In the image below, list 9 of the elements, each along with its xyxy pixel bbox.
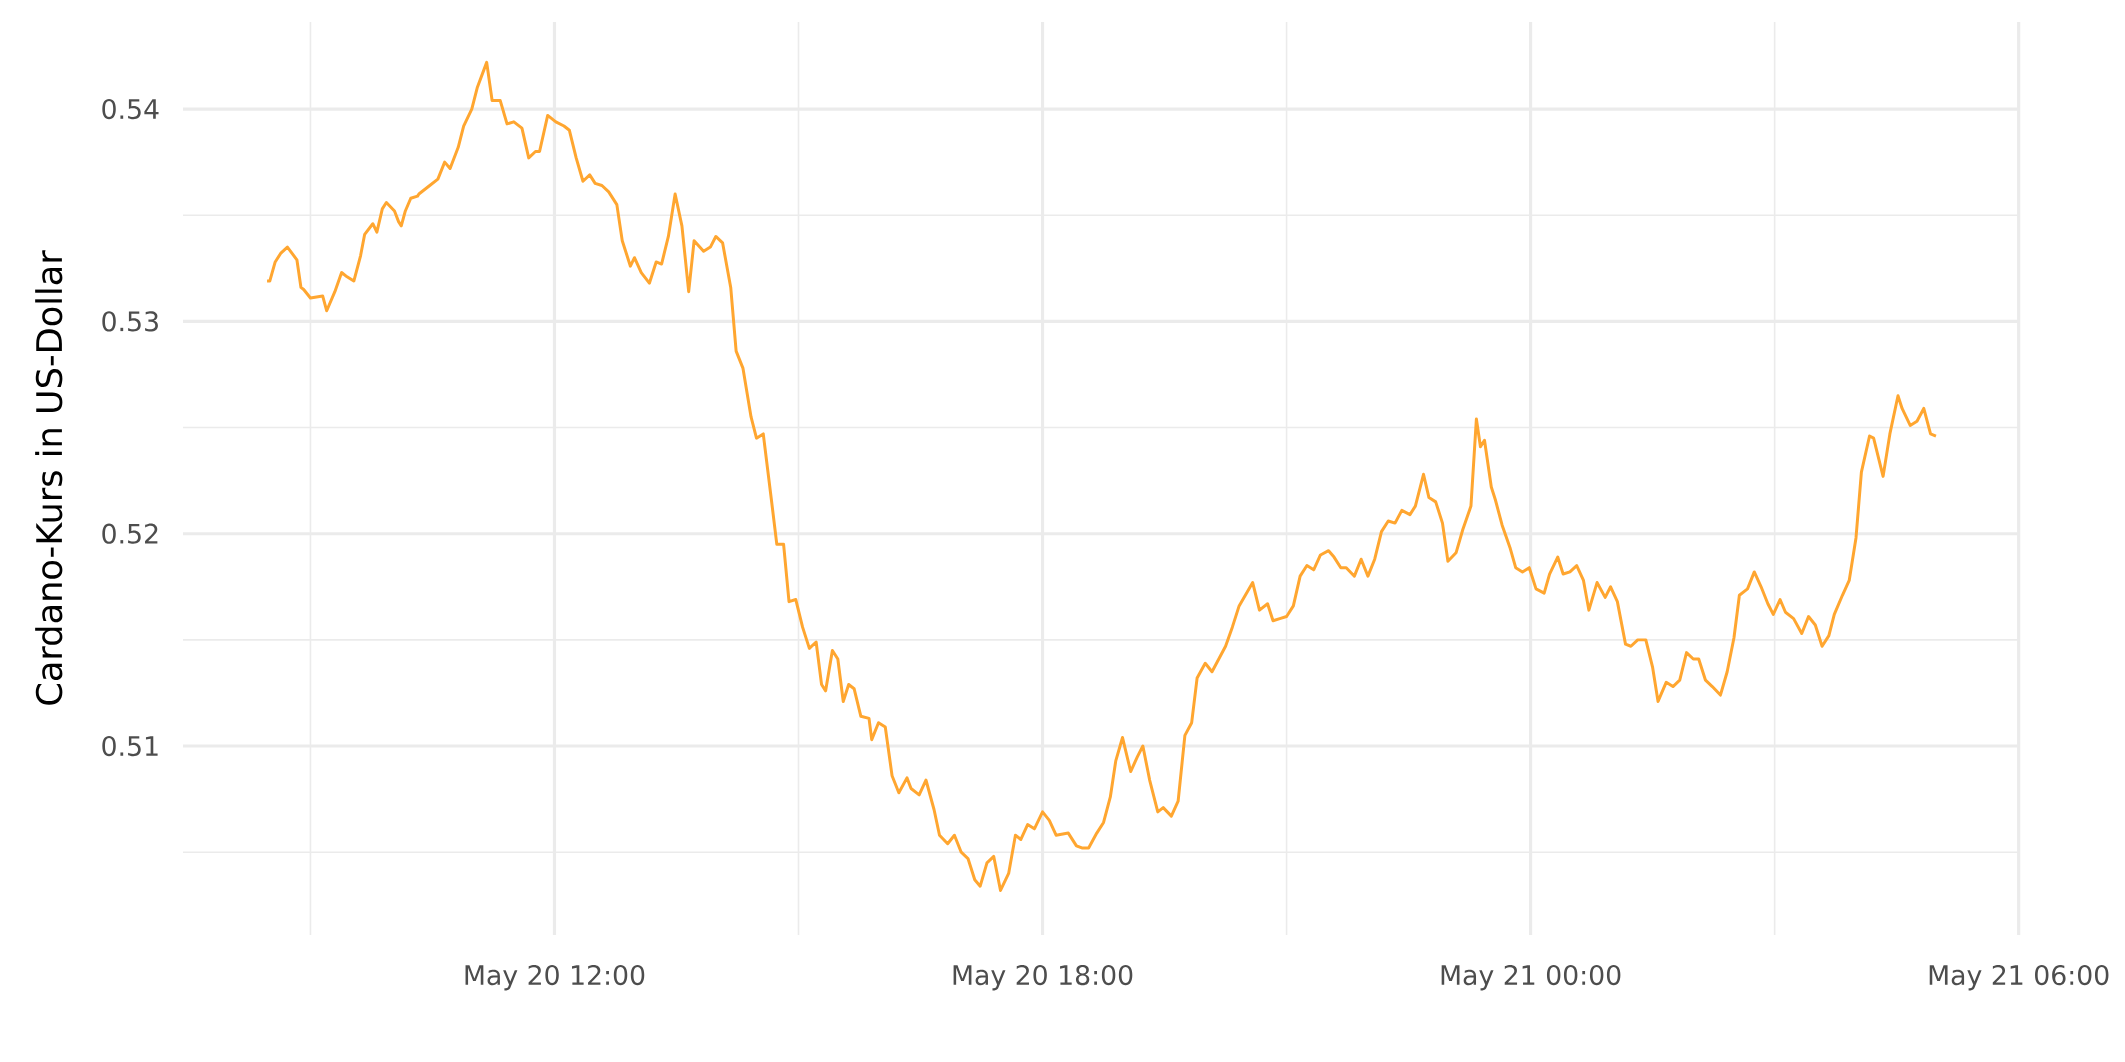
y-tick-label: 0.51: [102, 735, 158, 757]
x-tick-label: May 20 12:00: [465, 964, 645, 991]
y-tick-label: 0.53: [102, 311, 158, 332]
x-tick-label: May 21 00:00: [1441, 964, 1621, 991]
y-axis-title: Cardano-Kurs in US-Dollar: [35, 250, 63, 705]
y-tick-label: 0.52: [102, 523, 158, 544]
x-tick-label: May 21 06:00: [1929, 964, 2109, 991]
y-tick-label: 0.54: [102, 98, 159, 120]
x-tick-label: May 20 18:00: [953, 964, 1133, 991]
